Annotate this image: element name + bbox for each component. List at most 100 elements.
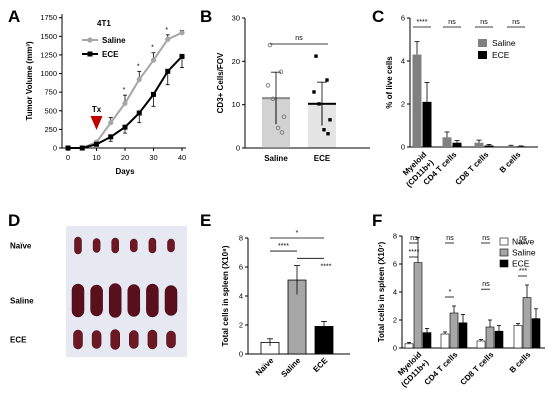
b-data-point — [281, 114, 287, 120]
a-point-ece — [151, 91, 156, 97]
panel-a-letter: A — [8, 7, 20, 26]
e-x-tick-label: Saline — [279, 356, 302, 379]
a-point-ece — [79, 145, 85, 151]
c-significance-label: ns — [512, 19, 520, 26]
f-bar-saline — [413, 262, 423, 349]
d-spleen — [108, 283, 122, 318]
e-y-axis-label: Total cells in spleen (X10⁸) — [221, 245, 230, 346]
a-x-tick-label: 30 — [149, 153, 157, 162]
d-spleen — [146, 283, 159, 318]
c-x-tick-label: CD8 T cells — [454, 150, 491, 187]
f-y-tick-label: 0 — [393, 344, 397, 353]
b-data-point — [265, 83, 271, 88]
b-comparison-label: ns — [295, 35, 303, 42]
d-spleen — [91, 330, 102, 349]
d-spleen — [127, 284, 141, 317]
a-legend-label: Saline — [102, 36, 126, 45]
a-x-tick-label: 40 — [178, 153, 186, 162]
a-y-tick-label: 500 — [44, 106, 57, 115]
d-row-label: Naïve — [10, 242, 32, 251]
f-bar-saline — [449, 312, 459, 349]
c-bar-ece — [516, 146, 526, 147]
f-significance-label-bottom: * — [449, 289, 452, 296]
d-spleen — [130, 238, 138, 253]
a-point-ece — [108, 134, 114, 140]
b-y-tick-label: 20 — [232, 57, 240, 66]
d-spleen — [74, 236, 82, 255]
panel-c-letter: C — [372, 7, 384, 26]
d-spleen — [164, 285, 178, 316]
e-y-tick-label: 4 — [239, 292, 243, 301]
d-spleen — [147, 329, 158, 350]
c-bar-saline — [442, 137, 452, 147]
e-y-tick-label: 8 — [239, 234, 243, 243]
c-x-tick-label: B cells — [498, 150, 523, 175]
c-significance-label: ns — [448, 19, 456, 26]
f-bar-naïve — [404, 343, 414, 349]
c-bar-ece — [422, 101, 432, 147]
f-y-tick-label: 8 — [393, 232, 397, 241]
b-y-axis-label: CD3+ Cells/FOV — [216, 52, 225, 113]
a-treatment-arrow — [90, 116, 103, 130]
b-data-point — [325, 78, 329, 82]
d-spleen — [167, 238, 175, 253]
e-y-tick-label: 2 — [239, 321, 243, 330]
e-x-tick-label: ECE — [311, 356, 329, 374]
a-y-tick-label: 1750 — [40, 13, 57, 22]
d-spleen — [92, 238, 101, 253]
f-x-tick-label: B cells — [508, 350, 533, 375]
e-y-tick-label: 0 — [239, 350, 243, 359]
panel-e-total-spleen-cells-chart: 0 2 4 6 8 Total cells in spleen (X10⁸) Naïve Sa… — [221, 230, 350, 379]
a-y-tick-label: 1500 — [40, 32, 57, 41]
d-spleen — [148, 237, 157, 254]
f-bar-naïve — [476, 340, 486, 349]
a-significance-star: * — [137, 63, 140, 70]
f-significance-label-top: ns — [482, 235, 490, 242]
panel-d-letter: D — [8, 211, 20, 230]
f-legend-label: Naïve — [512, 237, 534, 247]
a-y-tick-label: 750 — [44, 88, 57, 97]
b-y-tick-label: 30 — [232, 14, 240, 23]
a-significance-star: * — [151, 45, 154, 52]
f-legend-swatch — [499, 237, 509, 246]
b-data-point — [279, 130, 285, 135]
d-spleen — [111, 237, 119, 254]
a-legend-marker — [87, 37, 93, 43]
c-y-tick-label: 0 — [401, 143, 405, 152]
d-spleen — [110, 329, 120, 350]
e-comparison-label: **** — [321, 263, 332, 270]
f-x-tick-label: CD4 T cells — [423, 350, 460, 387]
panel-e-letter: E — [200, 211, 211, 230]
d-spleen — [90, 284, 103, 317]
panel-d-spleen-photo: Naïve Saline ECE — [10, 226, 187, 357]
c-legend-label: Saline — [492, 38, 516, 48]
f-significance-label-bottom: **** — [409, 249, 420, 256]
d-row-label: Saline — [10, 297, 34, 306]
b-data-point — [317, 102, 321, 106]
a-x-tick-label: 10 — [92, 153, 100, 162]
f-legend-label: Saline — [512, 248, 536, 258]
c-significance-label: **** — [417, 19, 428, 26]
f-y-axis-label: Total cells in spleen (X10⁷) — [377, 241, 386, 342]
a-point-saline — [108, 120, 114, 126]
panel-f-letter: F — [372, 211, 382, 230]
b-data-point — [314, 54, 318, 58]
a-point-saline — [150, 57, 157, 63]
c-y-tick-label: 4 — [401, 57, 405, 66]
f-bar-saline — [485, 326, 495, 349]
a-y-axis-label: Tumor Volume (mm³) — [25, 41, 34, 121]
a-y-tick-label: 1250 — [40, 50, 57, 59]
f-significance-label-bottom: ns — [482, 281, 490, 288]
f-bar-ece — [531, 318, 541, 349]
a-point-ece — [165, 68, 171, 74]
f-bar-naïve — [440, 333, 450, 349]
e-y-tick-label: 6 — [239, 263, 243, 272]
f-bar-saline — [522, 297, 532, 349]
b-data-point — [267, 42, 273, 48]
f-significance-label-top: ns — [446, 235, 454, 242]
a-point-ece — [136, 110, 142, 116]
a-annotation-title: 4T1 — [97, 19, 111, 28]
a-y-tick-label: 1000 — [40, 69, 57, 78]
